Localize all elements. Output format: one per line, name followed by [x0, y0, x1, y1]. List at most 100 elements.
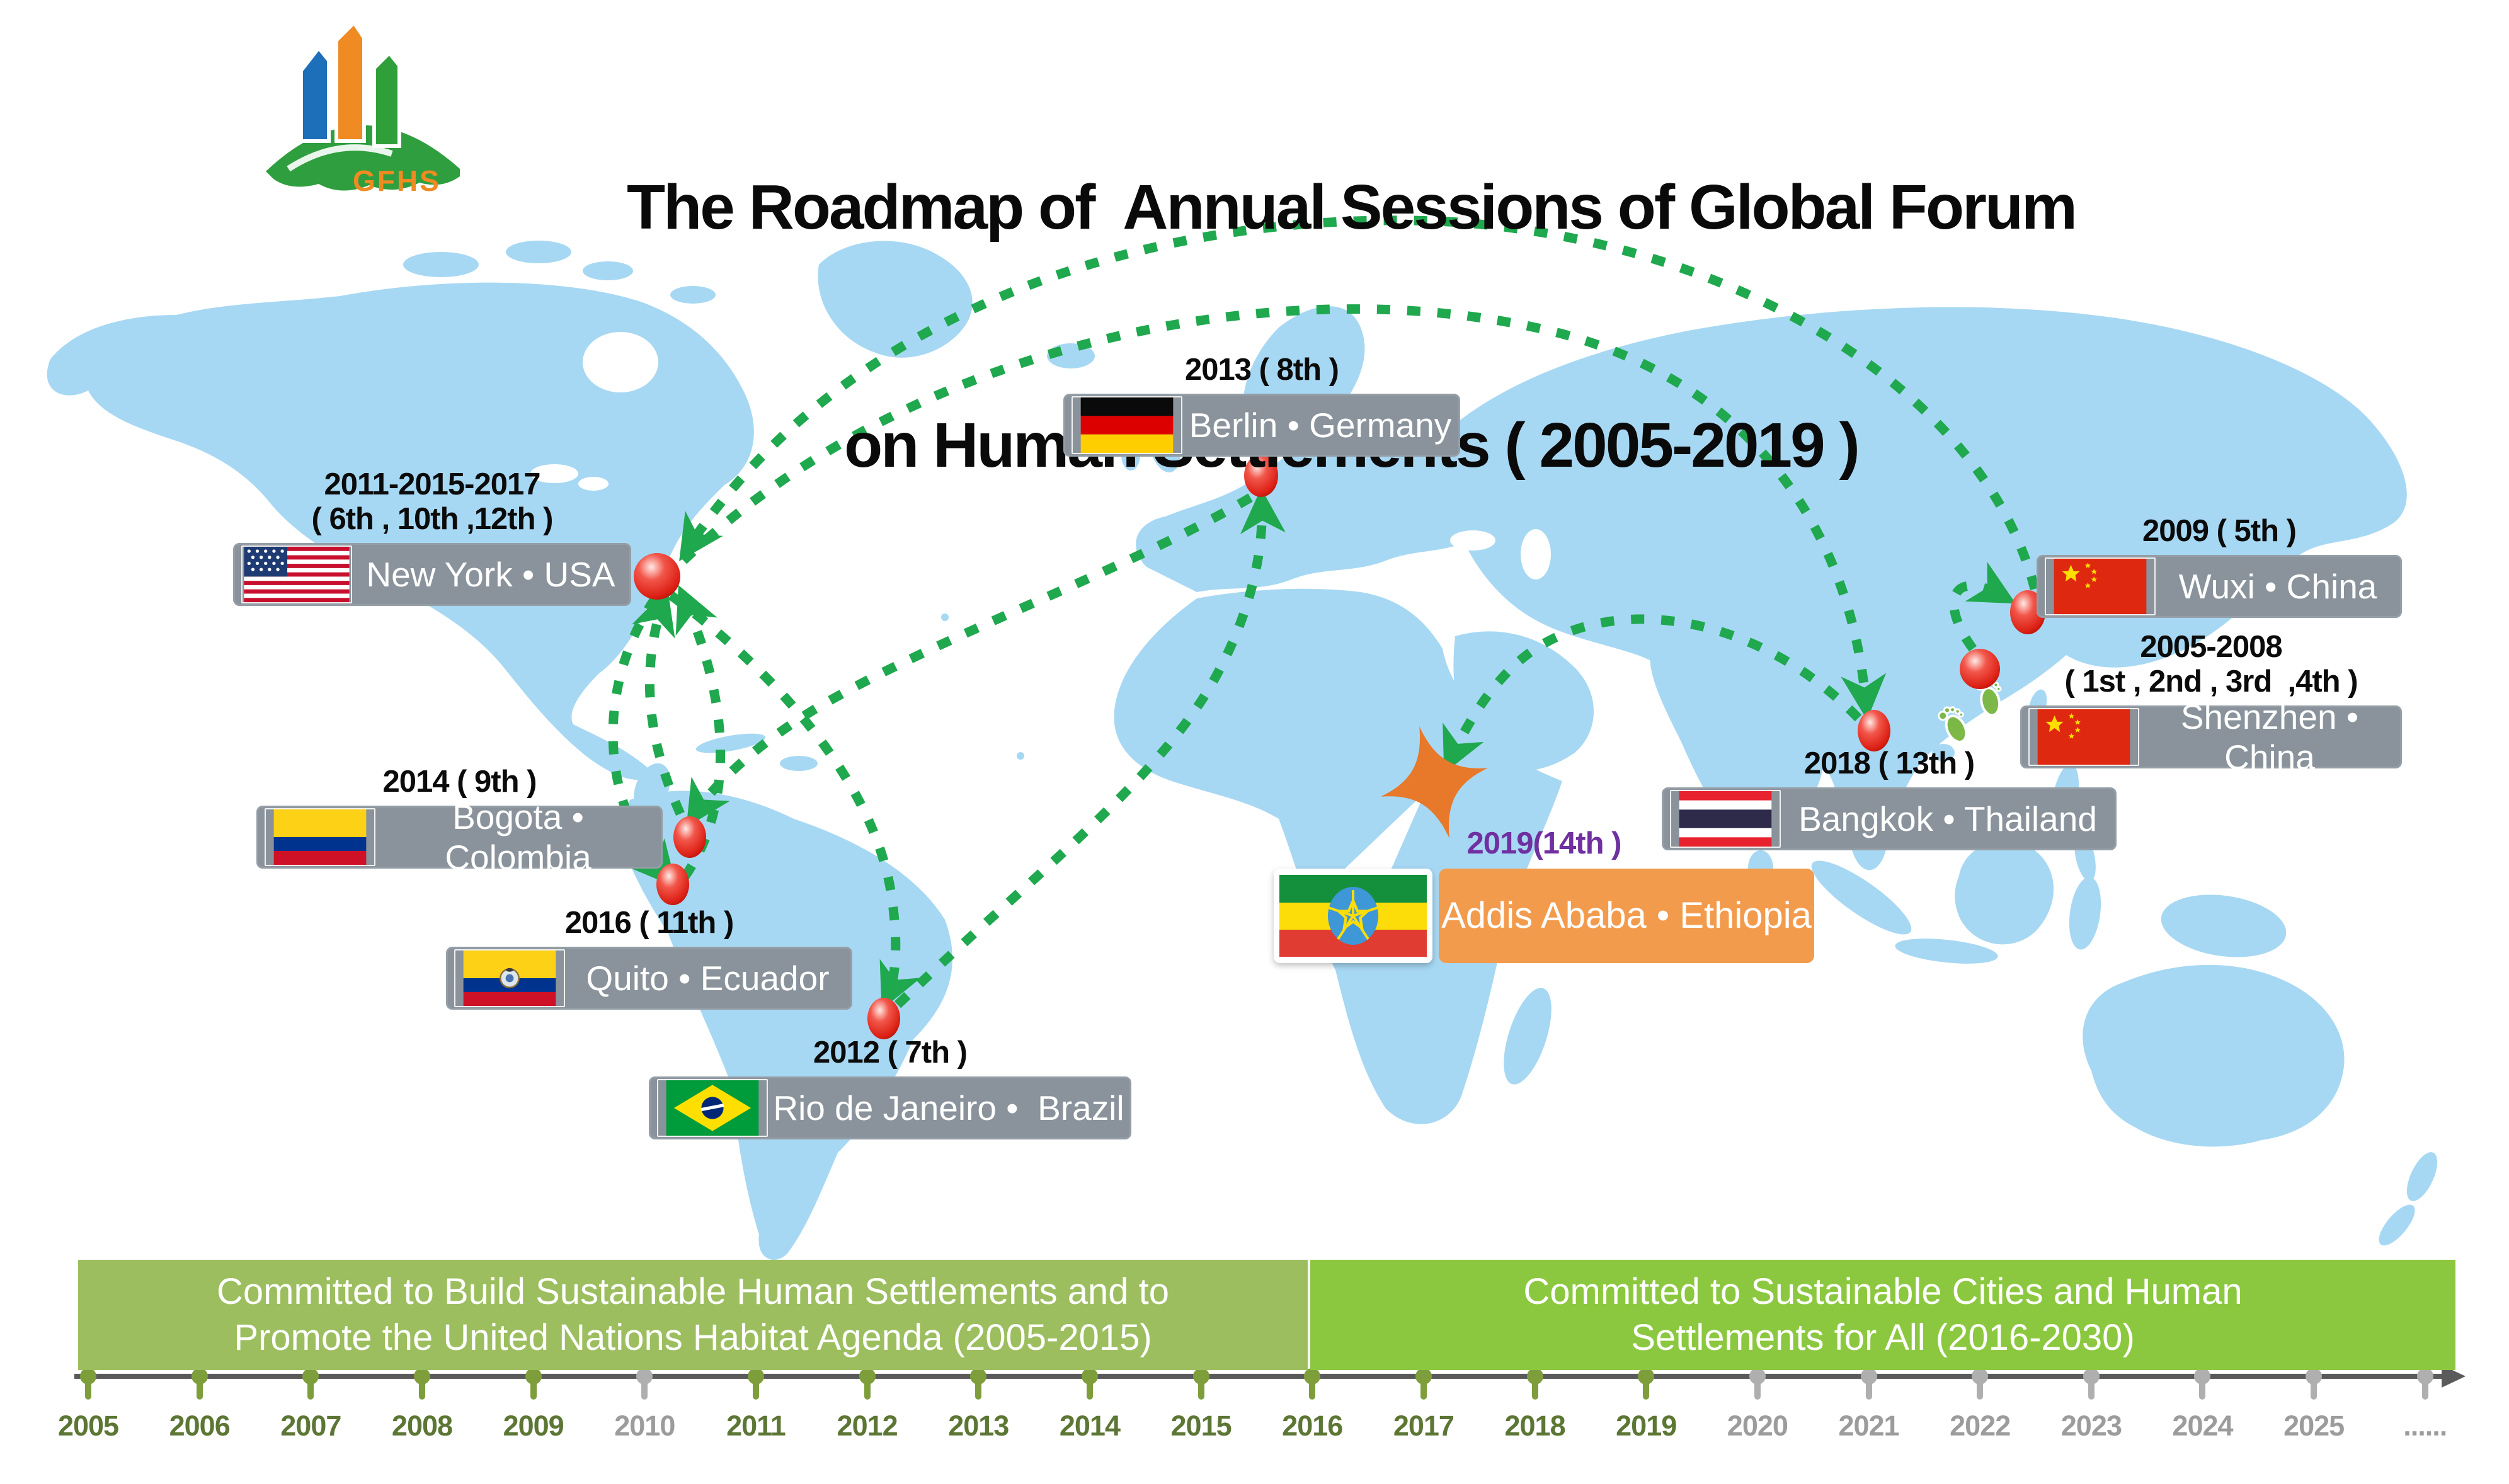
- addis-years: 2019(14th ): [1466, 826, 1621, 860]
- berlin-name: Berlin • Germany: [1189, 405, 1452, 445]
- dot-berlin: [1244, 454, 1278, 497]
- addis-name: Addis Ababa • Ethiopia: [1441, 895, 1812, 937]
- timeline-item-2017: 2017: [1393, 1359, 1455, 1442]
- colombia-flag-icon: [265, 808, 375, 866]
- new-york-sessions: ( 6th , 10th ,12th ): [311, 501, 554, 536]
- timeline-tick: [1860, 1368, 1877, 1384]
- gfhs-logo-text: GFHS: [353, 164, 441, 197]
- timeline-tick: [1081, 1368, 1098, 1384]
- bogota-name: Bogota • Colombia: [445, 797, 594, 877]
- banner-right-text: Committed to Sustainable Cities and Huma…: [1523, 1271, 2243, 1358]
- dot-quito: [656, 864, 689, 905]
- timeline-tick: [302, 1368, 319, 1384]
- route-shenzhen-wuxi: [1949, 561, 2016, 652]
- location-shenzhen: 2005-2008 ( 1st , 2nd , 3rd ,4th ) Shenz…: [2020, 630, 2402, 777]
- timeline-tick: [2416, 1368, 2433, 1384]
- timeline: 2005 2006 2007 2008 2009 2010 2011 2012 …: [58, 1359, 2454, 1442]
- timeline-item-2011: 2011: [726, 1359, 786, 1442]
- timeline-item-2021: 2021: [1838, 1359, 1900, 1442]
- dot-bangkok: [1858, 710, 1890, 751]
- brazil-flag-icon: [657, 1078, 768, 1137]
- rio-years: 2012 ( 7th ): [813, 1036, 968, 1070]
- shenzhen-sessions: ( 1st , 2nd , 3rd ,4th ): [2064, 664, 2358, 699]
- china-flag-icon: [2028, 707, 2139, 766]
- timeline-item-2013: 2013: [948, 1359, 1009, 1442]
- timeline-item-2016: 2016: [1282, 1359, 1343, 1442]
- timeline-item-2015: 2015: [1171, 1359, 1232, 1442]
- location-bangkok: 2018 ( 13th ) Bangkok • Thailand: [1662, 746, 2117, 850]
- ethiopia-flag-icon: [1279, 874, 1427, 957]
- timeline-item-2012: 2012: [837, 1359, 898, 1442]
- timeline-tick: [525, 1368, 542, 1384]
- berlin-years: 2013 ( 8th ): [1185, 353, 1339, 387]
- timeline-tick: [1304, 1368, 1321, 1384]
- shenzhen-years: 2005-2008: [2140, 630, 2282, 664]
- timeline-tick: [1415, 1368, 1432, 1384]
- rio-name: Rio de Janeiro • Brazil: [773, 1088, 1124, 1127]
- continents: [47, 241, 2438, 1260]
- location-rio: 2012 ( 7th ) Rio de Janeiro • Brazil: [649, 1036, 1131, 1139]
- timeline-tick: [413, 1368, 430, 1384]
- timeline-tick: [636, 1368, 653, 1384]
- timeline-item-2006: 2006: [169, 1359, 231, 1442]
- location-bogota: 2014 ( 9th ) Bogota • Colombia: [256, 765, 663, 877]
- timeline-tick: [1192, 1368, 1209, 1384]
- timeline-item-2008: 2008: [392, 1359, 453, 1442]
- route-bangkok-addis: [1443, 614, 1862, 773]
- timeline-tick: [2306, 1368, 2323, 1384]
- timeline-tick: [1638, 1368, 1655, 1384]
- route-bogota-newyork: [632, 588, 685, 816]
- gfhs-logo-icon: [266, 20, 460, 191]
- timeline-tick: [2194, 1368, 2211, 1384]
- timeline-item-2023: 2023: [2061, 1359, 2122, 1442]
- gfhs-logo: GFHS: [258, 10, 466, 199]
- addis-star-marker: [1380, 726, 1489, 838]
- dot-shenzhen: [1960, 649, 2000, 689]
- timeline-item-2022: 2022: [1950, 1359, 2011, 1442]
- timeline-tick: [970, 1368, 987, 1384]
- timeline-tick: [1526, 1368, 1543, 1384]
- timeline-item-2018: 2018: [1504, 1359, 1566, 1442]
- quito-years: 2016 ( 11th ): [564, 906, 734, 940]
- berlin-label: Berlin • Germany: [1063, 393, 1460, 457]
- timeline-tick: [2083, 1368, 2100, 1384]
- location-new-york: 2011-2015-2017 ( 6th , 10th ,12th ): [233, 467, 631, 606]
- timeline-item-2005: 2005: [58, 1359, 119, 1442]
- route-rio-berlin: [894, 488, 1286, 1008]
- quito-name: Quito • Ecuador: [586, 958, 830, 998]
- shenzhen-label: Shenzhen • China: [2020, 697, 2402, 777]
- timeline-tick: [747, 1368, 764, 1384]
- timeline-item-2019: 2019: [1616, 1359, 1677, 1442]
- bangkok-years: 2018 ( 13th ): [1803, 746, 1975, 780]
- timeline-item-2009: 2009: [503, 1359, 564, 1442]
- location-addis-ababa: 2019(14th ) Addis Ababa • Ethi: [1274, 826, 1814, 963]
- timeline-item-2020: 2020: [1727, 1359, 1788, 1442]
- wuxi-name: Wuxi • China: [2178, 566, 2377, 606]
- banner-2005-2015: Committed to Build Sustainable Human Set…: [78, 1260, 1308, 1370]
- banner-2016-2030: Committed to Sustainable Cities and Huma…: [1310, 1260, 2455, 1370]
- lakes: [530, 332, 1551, 579]
- timeline-tick: [1972, 1368, 1989, 1384]
- new-york-name: New York • USA: [366, 554, 615, 594]
- timeline-tick: [191, 1368, 208, 1384]
- route-newyork-bangkok: [680, 304, 1887, 721]
- ecuador-flag-icon: [454, 949, 565, 1007]
- wuxi-years: 2009 ( 5th ): [2142, 514, 2297, 548]
- timeline-item-2025: 2025: [2283, 1359, 2345, 1442]
- timeline-tick: [1749, 1368, 1766, 1384]
- bangkok-name: Bangkok • Thailand: [1798, 799, 2097, 838]
- timeline-item-2007: 2007: [280, 1359, 341, 1442]
- location-wuxi: 2009 ( 5th ) Wuxi • China: [2037, 514, 2402, 618]
- bangkok-label: Bangkok • Thailand: [1662, 787, 2117, 850]
- germany-flag-icon: [1072, 396, 1182, 454]
- timeline-tick: [859, 1368, 876, 1384]
- new-york-years: 2011-2015-2017: [324, 467, 541, 501]
- bogota-years: 2014 ( 9th ): [382, 765, 537, 799]
- dot-rio: [867, 998, 900, 1039]
- usa-flag-icon: [241, 545, 352, 603]
- dot-bogota: [673, 816, 706, 858]
- location-berlin: 2013 ( 8th ) Berlin • Germany: [1063, 353, 1460, 457]
- rio-label: Rio de Janeiro • Brazil: [649, 1076, 1131, 1139]
- route-wuxi-newyork: [679, 215, 2040, 590]
- location-quito: 2016 ( 11th ) Quito • Ecuador: [446, 906, 852, 1010]
